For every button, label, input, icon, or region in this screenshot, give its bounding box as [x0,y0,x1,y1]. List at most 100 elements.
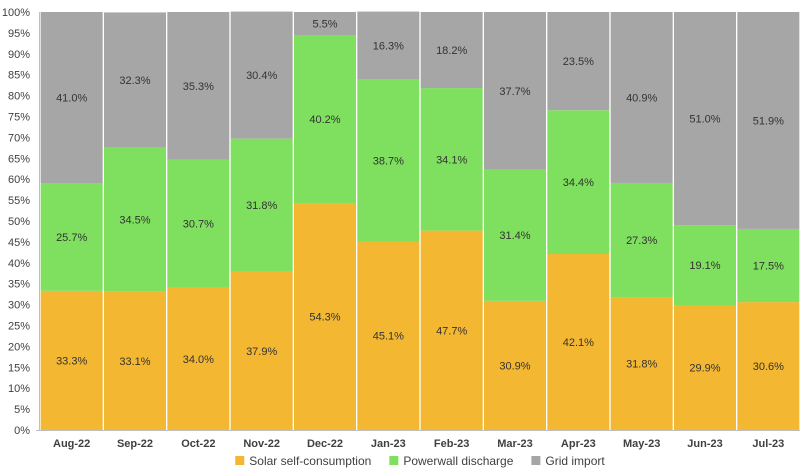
legend-swatch [235,456,245,465]
bar-segment-solar-self-consumption [547,254,610,430]
data-label: 29.9% [689,363,720,375]
legend-label: Grid import [545,454,605,468]
bar-segment-grid-import [420,12,483,89]
data-label: 47.7% [436,325,467,337]
y-tick-label: 20% [8,341,30,353]
bar-segment-powerwall-discharge [484,169,546,301]
bar-segment-grid-import [484,12,546,170]
y-tick-label: 75% [8,112,30,124]
bar-segment-grid-import [230,11,293,139]
bar-segment-powerwall-discharge [420,88,483,231]
x-tick-label: Aug-22 [53,438,90,450]
data-label: 27.3% [626,235,657,247]
bar-segment-solar-self-consumption [610,297,673,430]
y-tick-label: 5% [14,404,30,416]
y-tick-label: 85% [8,70,30,82]
bar-segment-grid-import [610,12,673,183]
y-tick-label: 40% [8,258,30,270]
bar-segment-solar-self-consumption [484,300,546,430]
bar-segment-powerwall-discharge [357,79,420,242]
bar-segment-powerwall-discharge [40,183,103,291]
data-label: 54.3% [309,312,340,324]
bar-segment-solar-self-consumption [420,230,483,430]
y-tick-label: 90% [8,49,30,61]
y-tick-label: 15% [8,362,30,374]
data-label: 31.4% [499,230,530,242]
bar-segment-powerwall-discharge [167,159,230,288]
data-label: 5.5% [312,18,337,30]
bar-segment-solar-self-consumption [737,302,800,430]
data-label: 30.9% [499,360,530,372]
data-label: 34.5% [119,215,150,227]
bar-segment-powerwall-discharge [547,110,610,255]
data-label: 30.4% [246,70,277,82]
data-label: 34.0% [183,354,214,366]
data-label: 30.7% [183,219,214,231]
bar-segment-powerwall-discharge [674,225,736,306]
legend-swatch [389,456,399,465]
data-label: 30.6% [753,361,784,373]
x-tick-label: May-23 [623,438,660,450]
bar-segment-powerwall-discharge [294,34,356,204]
y-tick-label: 50% [8,216,30,228]
bar-segment-solar-self-consumption [357,241,420,430]
data-label: 25.7% [56,232,87,244]
data-label: 41.0% [56,93,87,105]
y-tick-label: 30% [8,300,30,312]
y-tick-label: 95% [8,28,30,40]
y-tick-label: 80% [8,91,30,103]
bar-segment-grid-import [357,11,420,80]
y-tick-label: 10% [8,383,30,395]
x-tick-label: Mar-23 [497,438,532,450]
bar-segment-solar-self-consumption [294,203,356,430]
x-tick-label: Jul-23 [752,438,784,450]
x-tick-label: Nov-22 [243,438,280,450]
x-tick-label: Dec-22 [307,438,343,450]
bar-segment-grid-import [737,12,800,229]
y-tick-label: 55% [8,195,30,207]
y-tick-label: 100% [2,7,30,19]
y-tick-label: 25% [8,321,30,333]
bar-segment-powerwall-discharge [230,138,293,272]
bar-segment-grid-import [674,12,736,226]
bar-segment-powerwall-discharge [737,228,800,303]
data-label: 51.9% [753,115,784,127]
data-label: 34.4% [563,177,594,189]
bar-segment-solar-self-consumption [40,290,103,430]
data-label: 17.5% [753,261,784,273]
y-tick-label: 0% [14,425,30,437]
x-tick-label: Oct-22 [181,438,215,450]
data-label: 42.1% [563,337,594,349]
x-tick-label: Sep-22 [117,438,153,450]
bar-segment-grid-import [40,12,103,184]
y-tick-label: 70% [8,132,30,144]
data-label: 23.5% [563,56,594,68]
y-tick-label: 65% [8,153,30,165]
bar-segment-solar-self-consumption [104,291,166,430]
x-tick-label: Apr-23 [561,438,596,450]
x-tick-label: Jun-23 [687,438,722,450]
legend-label: Solar self-consumption [249,454,371,468]
data-label: 16.3% [373,41,404,53]
data-label: 40.2% [309,114,340,126]
y-tick-label: 35% [8,279,30,291]
y-tick-label: 60% [8,174,30,186]
data-label: 40.9% [626,92,657,104]
x-tick-label: Jan-23 [371,438,406,450]
bar-segment-grid-import [547,12,610,111]
data-label: 37.9% [246,346,277,358]
bar-segment-solar-self-consumption [230,271,293,430]
data-label: 19.1% [689,260,720,272]
y-tick-label: 45% [8,237,30,249]
data-label: 35.3% [183,81,214,93]
data-label: 37.7% [499,86,530,98]
data-label: 31.8% [246,200,277,212]
legend-label: Powerwall discharge [403,454,513,468]
bar-segment-solar-self-consumption [167,287,230,430]
data-label: 32.3% [119,75,150,87]
bar-segment-grid-import [167,12,230,160]
data-label: 38.7% [373,156,404,168]
data-label: 45.1% [373,331,404,343]
x-tick-label: Feb-23 [434,438,469,450]
